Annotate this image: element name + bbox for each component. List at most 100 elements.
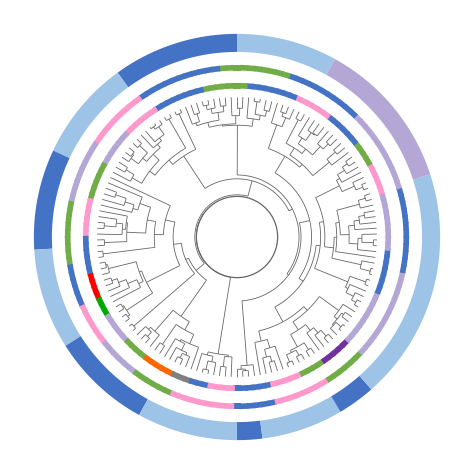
Bar	[337, 365, 347, 374]
Bar	[219, 65, 228, 72]
Bar	[245, 83, 254, 90]
Bar	[188, 378, 198, 386]
Bar	[226, 65, 234, 71]
Bar	[83, 229, 89, 238]
Bar	[211, 401, 220, 408]
Bar	[240, 403, 248, 409]
Bar	[288, 374, 298, 382]
Bar	[201, 381, 210, 389]
Bar	[321, 355, 331, 364]
Bar	[119, 333, 129, 343]
Bar	[261, 66, 270, 73]
Bar	[65, 250, 72, 259]
Bar	[106, 118, 116, 129]
Bar	[171, 94, 181, 103]
Bar	[68, 193, 76, 203]
Bar	[83, 217, 90, 226]
Bar	[101, 156, 110, 166]
Bar	[360, 313, 369, 323]
Bar	[383, 154, 392, 164]
Bar	[111, 113, 121, 124]
Bar	[326, 114, 336, 123]
Bar	[82, 310, 91, 320]
Bar	[164, 368, 175, 377]
Bar	[276, 378, 286, 386]
Bar	[371, 135, 381, 146]
Bar	[170, 390, 180, 399]
Bar	[233, 385, 241, 391]
Bar	[251, 383, 261, 391]
Bar	[159, 100, 169, 109]
Bar	[240, 65, 248, 71]
Bar	[220, 384, 229, 391]
Bar	[402, 250, 409, 259]
Bar	[143, 110, 153, 119]
Bar	[316, 358, 326, 368]
Bar	[353, 140, 362, 151]
Bar	[345, 333, 355, 343]
Bar	[274, 69, 284, 77]
Bar	[363, 124, 373, 134]
Bar	[270, 87, 280, 94]
Bar	[77, 166, 85, 176]
Bar	[233, 65, 241, 71]
Bar	[159, 365, 169, 374]
Bar	[396, 187, 404, 196]
Bar	[356, 146, 366, 156]
Bar	[367, 334, 377, 345]
Bar	[366, 162, 375, 172]
Bar	[111, 350, 121, 361]
Bar	[385, 242, 391, 251]
Bar	[293, 371, 303, 380]
Bar	[84, 255, 91, 264]
Bar	[257, 383, 267, 390]
Bar	[128, 122, 138, 132]
Bar	[383, 210, 390, 219]
Bar	[207, 84, 217, 91]
Bar	[385, 236, 391, 245]
Bar	[83, 248, 90, 257]
Bar	[310, 103, 320, 112]
Bar	[233, 403, 241, 409]
Bar	[343, 360, 353, 370]
Bar	[254, 401, 263, 408]
Bar	[132, 95, 143, 105]
Bar	[86, 147, 95, 157]
Bar	[379, 273, 386, 283]
Bar	[170, 75, 180, 84]
Bar	[281, 71, 291, 79]
Bar	[363, 340, 373, 350]
Bar	[133, 346, 143, 356]
Bar	[386, 160, 394, 170]
Bar	[144, 88, 155, 97]
Bar	[326, 374, 336, 383]
Bar	[116, 109, 126, 118]
Bar	[116, 136, 126, 146]
Bar	[163, 387, 173, 396]
Bar	[197, 68, 207, 75]
Bar	[294, 75, 304, 84]
Polygon shape	[139, 399, 237, 440]
Bar	[313, 381, 324, 390]
Bar	[132, 369, 143, 379]
Bar	[385, 229, 391, 238]
Bar	[385, 223, 391, 232]
Polygon shape	[53, 73, 128, 158]
Bar	[138, 114, 148, 123]
Bar	[67, 264, 74, 273]
Bar	[281, 395, 291, 403]
Bar	[88, 273, 95, 283]
Polygon shape	[260, 396, 340, 438]
Polygon shape	[237, 420, 263, 440]
Bar	[99, 302, 108, 312]
Bar	[93, 328, 103, 339]
Bar	[403, 229, 409, 238]
Bar	[182, 90, 192, 98]
Bar	[119, 131, 129, 141]
Bar	[274, 397, 284, 405]
Bar	[163, 78, 173, 87]
Bar	[101, 124, 111, 134]
Bar	[65, 243, 71, 252]
Bar	[374, 285, 383, 295]
Bar	[396, 278, 404, 287]
